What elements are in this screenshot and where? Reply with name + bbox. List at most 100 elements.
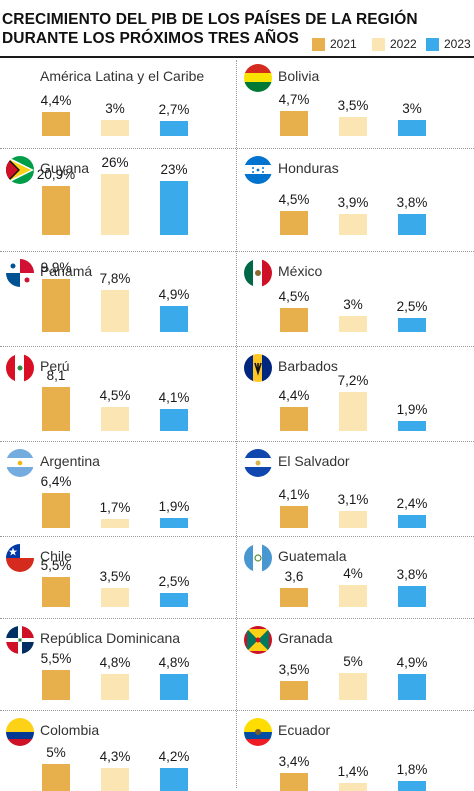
- value-label-granada-2021: 3,5%: [278, 662, 310, 677]
- bar-republica-dominicana-2023: [160, 674, 188, 700]
- bar-bolivia-2021: [280, 111, 308, 136]
- value-label-panama-2022: 7,8%: [99, 271, 131, 286]
- bar-america-latina-y-el-caribe-2023: [160, 121, 188, 136]
- value-label-america-latina-y-el-caribe-2021: 4,4%: [40, 93, 72, 108]
- bar-mexico-2021: [280, 308, 308, 332]
- bar-granada-2021: [280, 681, 308, 700]
- bar-honduras-2022: [339, 214, 367, 235]
- bar-argentina-2021: [42, 493, 70, 528]
- argentina-flag-icon: [6, 449, 34, 482]
- bar-panama-2022: [101, 290, 129, 332]
- value-label-granada-2022: 5%: [343, 654, 363, 669]
- chile-flag-icon: [6, 544, 34, 577]
- panel-title-america-latina-y-el-caribe: América Latina y el Caribe: [40, 68, 205, 84]
- bar-honduras-2023: [398, 214, 426, 235]
- value-label-ecuador-2022: 1,4%: [337, 764, 369, 779]
- value-label-honduras-2022: 3,9%: [337, 195, 369, 210]
- value-label-bolivia-2022: 3,5%: [337, 98, 369, 113]
- value-label-el-salvador-2022: 3,1%: [337, 492, 369, 507]
- grenada-flag-icon: [244, 626, 272, 659]
- value-label-el-salvador-2023: 2,4%: [396, 496, 428, 511]
- panel-title-republica-dominicana: República Dominicana: [40, 630, 181, 646]
- el-salvador-flag-icon: [244, 449, 272, 482]
- title-rule: [0, 56, 474, 58]
- value-label-ecuador-2023: 1,8%: [396, 762, 428, 777]
- bar-guyana-2022: [101, 174, 129, 235]
- panel-title-bolivia: Bolivia: [278, 68, 320, 84]
- bar-argentina-2023: [160, 518, 188, 528]
- legend-swatch-2021: [312, 37, 325, 51]
- legend-swatch-2023: [426, 37, 439, 51]
- bar-republica-dominicana-2022: [101, 674, 129, 700]
- bar-colombia-2022: [101, 768, 129, 791]
- bar-guatemala-2022: [339, 585, 367, 607]
- value-label-barbados-2023: 1,9%: [396, 402, 428, 417]
- dominican-republic-flag-icon: [6, 626, 34, 659]
- panel-title-panama: Panamá: [40, 263, 93, 279]
- value-label-republica-dominicana-2021: 5,5%: [40, 651, 72, 666]
- legend-label-2022: 2022: [390, 37, 417, 51]
- row-separator: [0, 710, 474, 711]
- legend-2022: 2022: [372, 37, 417, 51]
- value-label-mexico-2023: 2,5%: [396, 299, 428, 314]
- value-label-barbados-2022: 7,2%: [337, 373, 369, 388]
- bar-mexico-2022: [339, 316, 367, 332]
- row-separator: [0, 148, 474, 149]
- row-separator: [0, 251, 474, 252]
- bar-guyana-2023: [160, 181, 188, 235]
- legend-label-2023: 2023: [444, 37, 471, 51]
- guatemala-flag-icon: [244, 544, 272, 577]
- panel-title-mexico: México: [278, 263, 323, 279]
- panel-title-el-salvador: El Salvador: [278, 453, 350, 469]
- value-label-america-latina-y-el-caribe-2023: 2,7%: [158, 102, 190, 117]
- value-label-bolivia-2023: 3%: [402, 101, 422, 116]
- value-label-mexico-2022: 3%: [343, 297, 363, 312]
- honduras-flag-icon: [244, 156, 272, 189]
- bar-america-latina-y-el-caribe-2021: [42, 112, 70, 136]
- colombia-flag-icon: [6, 718, 34, 751]
- value-label-colombia-2022: 4,3%: [99, 749, 131, 764]
- value-label-colombia-2021: 5%: [46, 745, 66, 760]
- value-label-honduras-2023: 3,8%: [396, 195, 428, 210]
- bar-chile-2022: [101, 588, 129, 607]
- bar-barbados-2023: [398, 421, 426, 431]
- value-label-argentina-2023: 1,9%: [158, 499, 190, 514]
- panama-flag-icon: [6, 259, 34, 292]
- value-label-guyana-2022: 26%: [101, 155, 129, 170]
- value-label-guatemala-2022: 4%: [343, 566, 363, 581]
- legend-2021: 2021: [312, 37, 357, 51]
- bar-chile-2021: [42, 577, 70, 607]
- value-label-america-latina-y-el-caribe-2022: 3%: [105, 101, 125, 116]
- bar-granada-2023: [398, 674, 426, 700]
- value-label-peru-2022: 4,5%: [99, 388, 131, 403]
- value-label-granada-2023: 4,9%: [396, 655, 428, 670]
- bar-america-latina-y-el-caribe-2022: [101, 120, 129, 136]
- value-label-ecuador-2021: 3,4%: [278, 754, 310, 769]
- chart-title: CRECIMIENTO DEL PIB DE LOS PAÍSES DE LA …: [2, 10, 418, 48]
- value-label-panama-2021: 9,9%: [40, 260, 72, 275]
- bar-honduras-2021: [280, 211, 308, 235]
- bar-el-salvador-2021: [280, 506, 308, 528]
- bar-guatemala-2023: [398, 586, 426, 607]
- barbados-flag-icon: [244, 354, 272, 387]
- panel-title-granada: Granada: [278, 630, 333, 646]
- value-label-mexico-2021: 4,5%: [278, 289, 310, 304]
- title-line-2: DURANTE LOS PRÓXIMOS TRES AÑOS: [2, 30, 299, 47]
- bolivia-flag-icon: [244, 64, 272, 97]
- value-label-peru-2023: 4,1%: [158, 390, 190, 405]
- bar-mexico-2023: [398, 318, 426, 332]
- bar-barbados-2021: [280, 407, 308, 431]
- value-label-argentina-2022: 1,7%: [99, 500, 131, 515]
- value-label-republica-dominicana-2022: 4,8%: [99, 655, 131, 670]
- row-separator: [0, 618, 474, 619]
- bar-bolivia-2023: [398, 120, 426, 136]
- mexico-flag-icon: [244, 259, 272, 292]
- legend-swatch-2022: [372, 37, 385, 51]
- bar-republica-dominicana-2021: [42, 670, 70, 700]
- bar-granada-2022: [339, 673, 367, 700]
- bar-ecuador-2022: [339, 783, 367, 791]
- legend-label-2021: 2021: [330, 37, 357, 51]
- value-label-guyana-2021: 20,9%: [36, 167, 76, 182]
- row-separator: [0, 536, 474, 537]
- panel-title-guatemala: Guatemala: [278, 548, 347, 564]
